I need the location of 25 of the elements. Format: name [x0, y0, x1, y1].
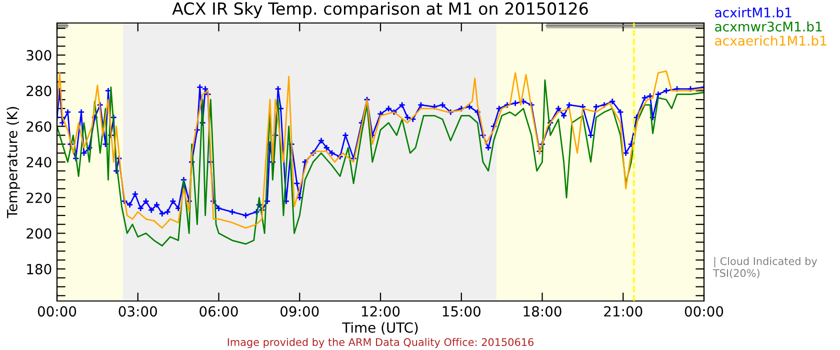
y-tick-label: 200	[26, 228, 52, 239]
x-tick-label: 21:00	[604, 306, 642, 317]
x-tick-label: 00:00	[684, 306, 724, 317]
text: acxirtM1.b1	[715, 7, 792, 18]
x-tick-label: 15:00	[442, 306, 480, 317]
y-axis-title: Temperature (K)	[6, 107, 20, 218]
x-tick-label: 00:00	[38, 306, 76, 317]
x-tick-label: 18:00	[524, 306, 562, 317]
text: Image provided by the ARM Data Quality Office: 20150616	[228, 338, 534, 348]
x-tick-label: 03:00	[118, 306, 157, 317]
y-tick-label: 180	[27, 264, 52, 274]
text: acxaerich1M1.b1	[715, 35, 826, 46]
x-axis-title: Time (UTC)	[342, 322, 418, 334]
chart-title: ACX IR Sky Temp. comparison at M1 on 20150126	[172, 2, 588, 18]
x-tick-label: 12:00	[362, 306, 400, 317]
y-tick-label: 260	[26, 121, 52, 132]
line-series	[57, 79, 704, 246]
y-tick-label: 220	[26, 192, 52, 204]
x-tick-label: 09:00	[280, 306, 319, 317]
y-tick-label: 240	[26, 156, 52, 168]
y-tick-label: 300	[26, 50, 52, 61]
text: | Cloud Indicated by TSI(20%)	[712, 256, 818, 278]
x-tick-label: 06:00	[200, 306, 238, 317]
text: acxmwr3cM1.b1	[715, 21, 822, 32]
y-tick-label: 280	[26, 86, 52, 96]
